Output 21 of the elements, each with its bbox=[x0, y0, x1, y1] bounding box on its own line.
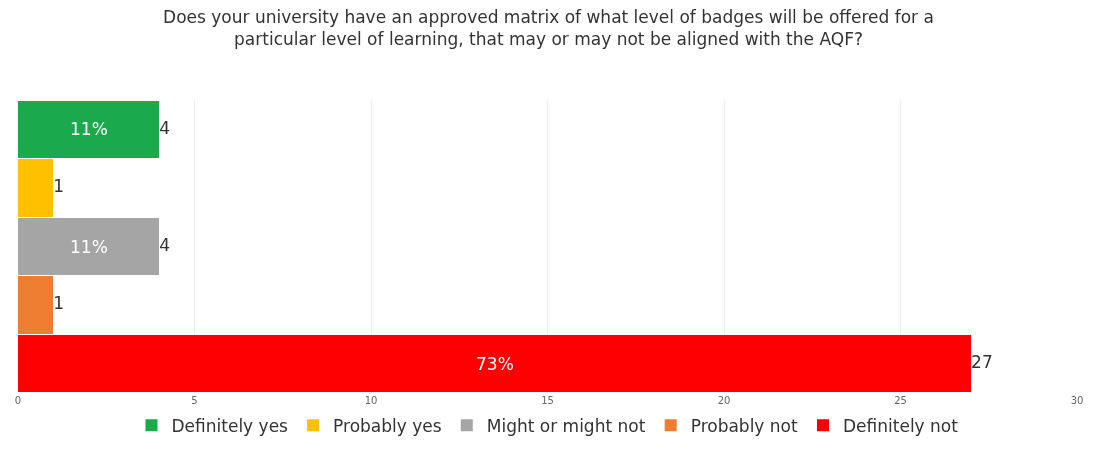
data-label: 1 bbox=[53, 293, 65, 314]
legend-label: Definitely yes bbox=[171, 415, 289, 436]
x-tick-label: 0 bbox=[14, 395, 22, 406]
annotation: 73% bbox=[476, 354, 514, 374]
data-label: 4 bbox=[159, 234, 171, 255]
x-tick-label: 20 bbox=[717, 395, 731, 406]
data-label: 4 bbox=[159, 117, 171, 138]
legend-label: Probably yes bbox=[333, 415, 442, 436]
legend-label: Probably not bbox=[690, 415, 799, 436]
data-label: 1 bbox=[53, 176, 65, 197]
x-tick-label: 15 bbox=[541, 395, 554, 406]
annotation: 11% bbox=[70, 237, 108, 257]
chart-title: Does your university have an approved matrix of what level of badges will be offered for a particular level of learning, that may or may not be aligned with the AQF? bbox=[163, 6, 934, 49]
data-label: 27 bbox=[971, 351, 993, 372]
x-tick-label: 10 bbox=[364, 395, 378, 406]
legend-label: Definitely not bbox=[843, 415, 959, 436]
x-tick-label: 30 bbox=[1070, 395, 1084, 406]
x-tick-label: 25 bbox=[894, 395, 907, 406]
annotation: 11% bbox=[70, 119, 108, 139]
legend-label: Might or might not bbox=[486, 415, 646, 436]
x-tick-label: 5 bbox=[191, 395, 198, 406]
